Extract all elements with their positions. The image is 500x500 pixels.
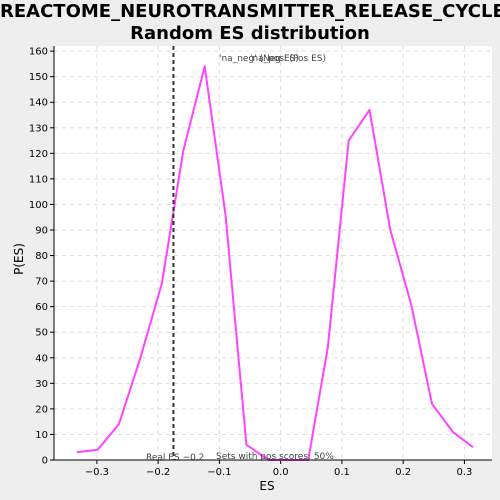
y-tick-label: 160 (29, 47, 48, 58)
x-tick-label: −0.2 (146, 467, 170, 478)
y-axis-title: P(ES) (12, 243, 26, 275)
y-tick-label: 60 (35, 302, 48, 313)
y-tick-label: 50 (35, 328, 48, 339)
x-tick-label: −0.1 (207, 467, 231, 478)
y-tick-label: 130 (29, 123, 48, 134)
y-tick-label: 30 (35, 379, 48, 390)
y-tick-label: 120 (29, 149, 48, 160)
x-tick-label: 0.1 (334, 467, 350, 478)
grid-lines (54, 46, 492, 461)
y-tick-label: 140 (29, 98, 48, 109)
y-tick-label: 40 (35, 353, 48, 364)
y-tick-label: 150 (29, 72, 48, 83)
x-tick-label: 0.2 (395, 467, 411, 478)
chart-title: REACTOME_NEUROTRANSMITTER_RELEASE_CYCLE:… (0, 1, 500, 45)
y-tick-label: 90 (35, 226, 48, 237)
x-tick-label: −0.3 (85, 467, 109, 478)
y-tick-label: 0 (42, 456, 48, 467)
legend-pos-label: 'na_pos' (Pos ES) (250, 54, 326, 64)
y-tick-label: 70 (35, 277, 48, 288)
plot-area (54, 46, 492, 460)
real-es-label: Real ES −0.2 (146, 453, 204, 463)
chart-title-line-1: REACTOME_NEUROTRANSMITTER_RELEASE_CYCLE: (0, 1, 500, 22)
y-tick-label: 20 (35, 404, 48, 415)
axis-ticks: 0 10 20 30 40 50 60 70 80 90 100 110 120 130 140 150 160… (29, 47, 472, 478)
chart-title-line-2: Random ES distribution (130, 23, 370, 44)
x-axis-title: ES (259, 479, 274, 493)
y-tick-label: 80 (35, 251, 48, 262)
y-tick-label: 110 (29, 174, 48, 185)
legend-neg-label: 'na_neg' (Neg ES) (219, 54, 299, 64)
y-tick-label: 10 (35, 430, 48, 441)
y-tick-label: 100 (29, 200, 48, 211)
x-tick-label: 0.3 (456, 467, 472, 478)
x-tick-label: 0.0 (273, 467, 289, 478)
pos-scores-annotation: Sets with pos scores: 50% (216, 452, 334, 462)
